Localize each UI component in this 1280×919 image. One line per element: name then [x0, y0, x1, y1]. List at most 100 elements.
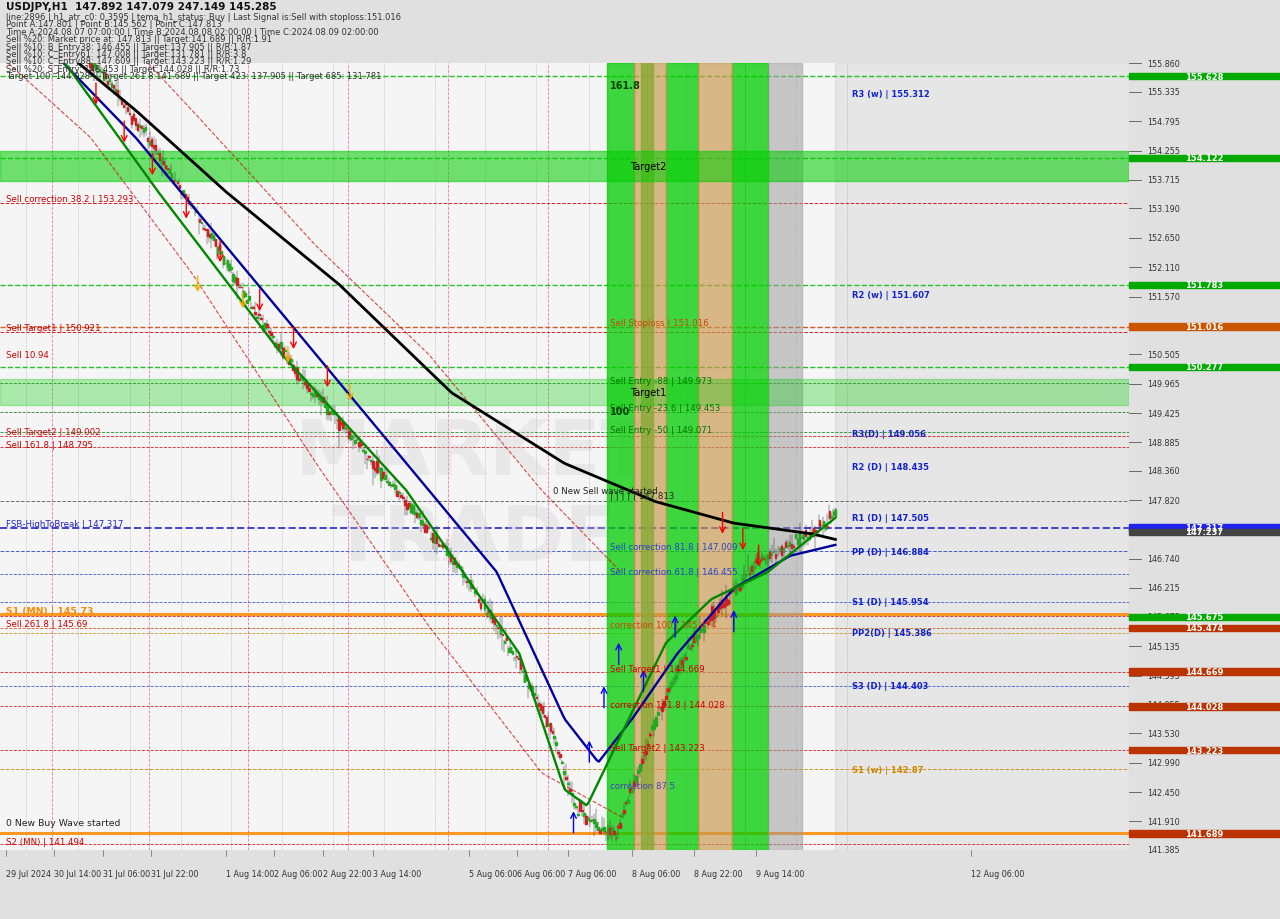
Bar: [832, 511, 835, 516]
Bar: [669, 686, 671, 688]
Bar: [520, 660, 521, 670]
Text: 155.860: 155.860: [1147, 60, 1180, 69]
Bar: [571, 793, 573, 794]
Bar: [416, 514, 417, 517]
Text: Sell.261.8 | 145.69: Sell.261.8 | 145.69: [5, 619, 87, 629]
Text: 8 Aug 22:00: 8 Aug 22:00: [694, 869, 742, 879]
Bar: [516, 656, 517, 658]
Bar: [778, 549, 781, 550]
Bar: [61, 29, 63, 37]
Bar: [763, 559, 764, 560]
Bar: [598, 827, 599, 830]
Bar: [170, 174, 173, 178]
Bar: [438, 544, 439, 547]
FancyBboxPatch shape: [1129, 525, 1280, 531]
Bar: [580, 800, 581, 811]
Bar: [595, 823, 596, 827]
Bar: [51, 14, 52, 17]
Text: 152.110: 152.110: [1147, 264, 1180, 272]
Bar: [65, 35, 67, 39]
Bar: [63, 32, 64, 34]
Bar: [355, 441, 356, 443]
Bar: [173, 181, 174, 182]
Bar: [635, 64, 666, 850]
Bar: [634, 781, 635, 787]
Bar: [549, 723, 552, 732]
Bar: [724, 598, 727, 606]
Text: 144.055: 144.055: [1147, 700, 1180, 709]
Bar: [306, 384, 308, 389]
Bar: [287, 357, 288, 361]
Text: Sell Entry -50 | 149.071: Sell Entry -50 | 149.071: [609, 425, 712, 435]
Bar: [613, 832, 614, 834]
Bar: [188, 203, 191, 205]
Bar: [41, 6, 42, 10]
Bar: [824, 525, 827, 529]
Bar: [739, 587, 741, 590]
Bar: [538, 703, 539, 706]
Text: 141.385: 141.385: [1147, 845, 1180, 855]
Bar: [127, 108, 128, 111]
Bar: [58, 22, 59, 26]
Bar: [671, 683, 673, 685]
Bar: [499, 629, 502, 634]
Bar: [765, 559, 767, 562]
Bar: [480, 603, 481, 607]
Text: S1 (D) | 145.954: S1 (D) | 145.954: [852, 597, 929, 607]
Bar: [524, 675, 525, 682]
Bar: [436, 537, 438, 543]
Bar: [703, 625, 704, 632]
Bar: [323, 398, 324, 403]
Bar: [408, 504, 410, 507]
Text: R3(D) | 149.056: R3(D) | 149.056: [852, 429, 927, 438]
Bar: [681, 660, 682, 664]
Bar: [312, 395, 314, 396]
Bar: [556, 742, 557, 745]
Bar: [502, 634, 503, 636]
Bar: [155, 146, 156, 151]
Bar: [308, 388, 310, 391]
Bar: [756, 553, 759, 563]
Bar: [410, 505, 412, 512]
Text: correction 100 | 145.474: correction 100 | 145.474: [609, 620, 717, 630]
Bar: [609, 828, 611, 834]
Bar: [328, 413, 330, 414]
Bar: [509, 648, 511, 652]
Bar: [81, 49, 82, 52]
Bar: [248, 297, 250, 301]
Text: Sell %10: B_Entry38: 146.455 || Target:137.905 || R/R:1.87: Sell %10: B_Entry38: 146.455 || Target:1…: [6, 42, 252, 51]
Bar: [796, 539, 799, 545]
Bar: [284, 350, 285, 352]
Bar: [404, 500, 406, 505]
Bar: [262, 325, 264, 331]
Text: 149.965: 149.965: [1147, 380, 1180, 389]
Bar: [721, 600, 723, 607]
Bar: [781, 547, 782, 555]
Bar: [506, 638, 507, 640]
Text: line:2896 | h1_atr_c0: 0.3595 | tema_h1_status: Buy | Last Signal is:Sell with s: line:2896 | h1_atr_c0: 0.3595 | tema_h1_…: [6, 13, 402, 22]
Text: R2 (w) | 151.607: R2 (w) | 151.607: [852, 290, 931, 300]
Text: 147.317: 147.317: [1185, 524, 1224, 533]
Bar: [0, 152, 1129, 182]
Bar: [753, 567, 754, 569]
Bar: [137, 125, 138, 130]
Bar: [810, 533, 813, 535]
Text: 150.505: 150.505: [1147, 350, 1180, 359]
Text: 6 Aug 06:00: 6 Aug 06:00: [517, 869, 566, 879]
Text: R2 (D) | 148.435: R2 (D) | 148.435: [852, 463, 929, 471]
Bar: [106, 83, 109, 85]
Bar: [603, 827, 605, 831]
Bar: [685, 657, 686, 659]
Text: 150.277: 150.277: [1185, 363, 1224, 372]
Bar: [169, 170, 170, 174]
Bar: [698, 635, 699, 639]
Bar: [548, 723, 549, 726]
Bar: [717, 607, 718, 613]
Bar: [216, 247, 218, 255]
Bar: [806, 538, 808, 539]
Bar: [608, 64, 635, 850]
Text: R3 (w) | 155.312: R3 (w) | 155.312: [852, 89, 931, 98]
Text: 151.570: 151.570: [1147, 293, 1180, 301]
Bar: [333, 411, 334, 414]
Text: 152.650: 152.650: [1147, 234, 1180, 243]
